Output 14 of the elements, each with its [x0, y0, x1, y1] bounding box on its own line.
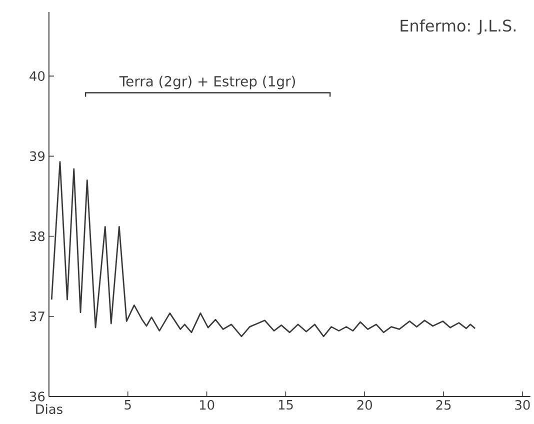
x-axis-title: Dias: [36, 404, 62, 414]
x-tick-label: 30: [515, 400, 530, 410]
y-tick-label: 37: [30, 311, 44, 322]
y-tick-label: 36: [30, 391, 45, 402]
x-tick-label: 10: [200, 400, 214, 410]
x-tick-label: 15: [278, 400, 293, 410]
x-tick-label: 5: [124, 400, 131, 410]
x-tick-label: 20: [357, 400, 372, 410]
y-tick-label: 40: [30, 70, 45, 81]
annotation: Terra (2gr) + Estrep (1gr): [119, 76, 296, 89]
x-tick-label: 25: [436, 400, 451, 410]
chart-title: Enfermo: J.L.S.: [400, 19, 516, 34]
y-tick-label: 38: [30, 231, 45, 241]
y-tick-label: 39: [30, 151, 45, 161]
